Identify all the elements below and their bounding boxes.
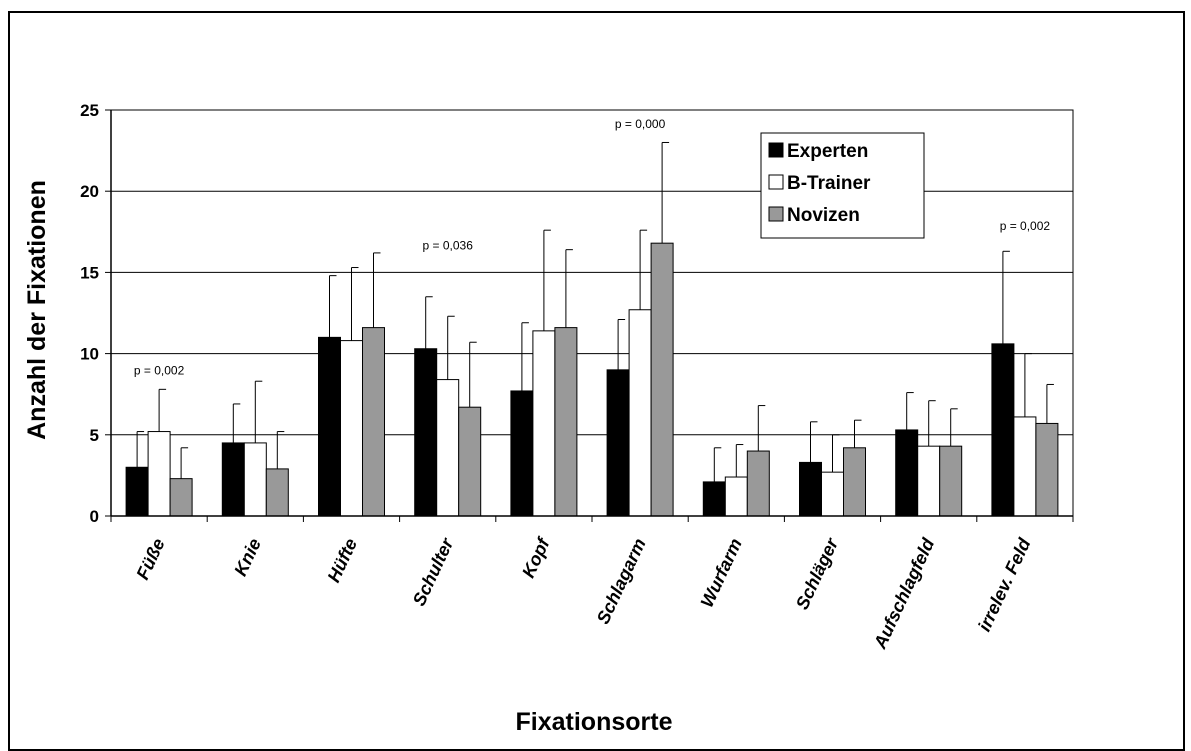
p-value-annotation: p = 0,036 <box>423 239 474 253</box>
bar <box>628 309 652 517</box>
bar <box>243 442 267 517</box>
legend-label: Novizen <box>787 205 860 226</box>
bar <box>821 471 844 517</box>
legend-box <box>760 132 925 239</box>
y-tick-label: 5 <box>90 426 99 445</box>
axes <box>105 109 1074 522</box>
bar <box>340 340 363 517</box>
bars <box>125 242 1059 517</box>
y-tick-label: 25 <box>80 101 99 120</box>
legend-label: B-Trainer <box>787 173 871 194</box>
bar <box>221 442 245 517</box>
bar <box>1035 422 1059 517</box>
legend: Experten B-Trainer Novizen <box>760 132 925 239</box>
y-tick-labels: 0 5 10 15 20 25 <box>80 101 99 526</box>
bar <box>1013 416 1037 517</box>
bar <box>746 450 770 517</box>
bar <box>532 330 556 517</box>
legend-swatch <box>768 174 784 190</box>
y-tick-label: 10 <box>80 345 99 364</box>
bar <box>414 348 438 517</box>
y-tick-label: 15 <box>80 263 99 282</box>
chart-frame <box>8 11 1185 751</box>
bar <box>939 445 963 517</box>
bar <box>917 445 941 517</box>
x-tick-label: Schlagarm <box>593 535 650 627</box>
bar <box>169 478 193 517</box>
x-tick-label: Hüfte <box>324 535 362 585</box>
x-tick-label: Schulter <box>409 534 458 609</box>
bar <box>265 468 289 517</box>
bar <box>650 242 674 517</box>
x-tick-label: irrelev. Feld <box>974 534 1035 634</box>
x-axis-title: Fixationsorte <box>516 708 673 736</box>
p-value-annotation: p = 0,002 <box>134 364 185 378</box>
bar <box>436 379 460 517</box>
bar <box>554 327 578 517</box>
y-axis-title: Anzahl der Fixationen <box>23 180 51 440</box>
bar <box>895 429 919 517</box>
bar <box>510 390 534 517</box>
x-tick-labels: Füße Knie Hüfte Schulter Kopf Schlagarm Wurfar… <box>132 533 1035 652</box>
bar <box>458 406 482 517</box>
legend-swatch <box>768 142 784 158</box>
legend-label: Experten <box>787 141 868 162</box>
bar <box>702 481 726 517</box>
bar <box>799 461 822 517</box>
x-tick-label: Knie <box>230 535 265 579</box>
y-tick-label: 20 <box>80 182 99 201</box>
x-tick-label: Wurfarm <box>697 535 746 610</box>
x-tick-label: Füße <box>132 535 168 582</box>
bar <box>606 369 630 517</box>
y-tick-label: 0 <box>90 507 99 526</box>
legend-swatch <box>768 206 784 222</box>
bar <box>991 343 1015 517</box>
error-bars <box>136 141 1054 482</box>
bar <box>125 466 149 517</box>
bar <box>362 327 385 517</box>
bar <box>843 447 866 517</box>
p-value-annotation: p = 0,002 <box>1000 219 1051 233</box>
x-tick-label: Aufschlagfeld <box>869 534 938 652</box>
bar <box>147 431 171 517</box>
x-tick-label: Kopf <box>518 533 554 580</box>
x-tick-label: Schläger <box>792 534 843 612</box>
bar <box>318 336 341 517</box>
annotations: p = 0,002 p = 0,036 p = 0,000 p = 0,002 <box>134 117 1051 378</box>
bar <box>724 476 748 517</box>
p-value-annotation: p = 0,000 <box>615 117 666 131</box>
